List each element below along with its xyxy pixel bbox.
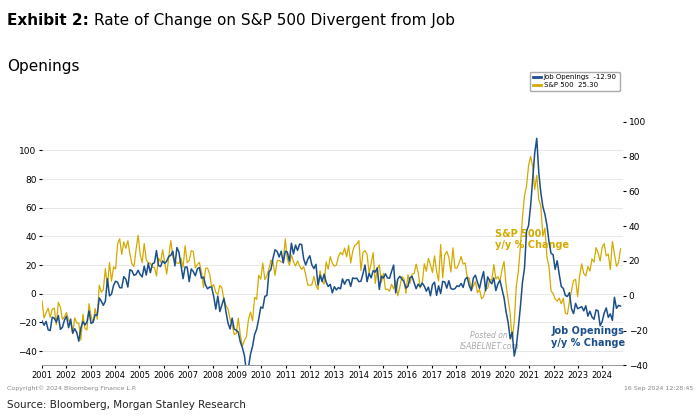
Text: S&P 500
y/y % Change: S&P 500 y/y % Change bbox=[495, 228, 569, 250]
Text: Copyright© 2024 Bloomberg Finance L.P.: Copyright© 2024 Bloomberg Finance L.P. bbox=[7, 386, 136, 391]
Text: 16 Sep 2024 12:28:45: 16 Sep 2024 12:28:45 bbox=[624, 386, 693, 391]
Text: Source: Bloomberg, Morgan Stanley Research: Source: Bloomberg, Morgan Stanley Resear… bbox=[7, 399, 246, 409]
Text: Job Openings
y/y % Change: Job Openings y/y % Change bbox=[551, 326, 625, 347]
Text: Rate of Change on S&P 500 Divergent from Job: Rate of Change on S&P 500 Divergent from… bbox=[94, 13, 456, 28]
Legend: Job Openings  -12.90, S&P 500  25.30: Job Openings -12.90, S&P 500 25.30 bbox=[530, 72, 620, 91]
Text: Openings: Openings bbox=[7, 59, 80, 74]
Text: Posted on
ISABELNET.com: Posted on ISABELNET.com bbox=[459, 331, 519, 351]
Text: Exhibit 2:: Exhibit 2: bbox=[7, 13, 89, 28]
